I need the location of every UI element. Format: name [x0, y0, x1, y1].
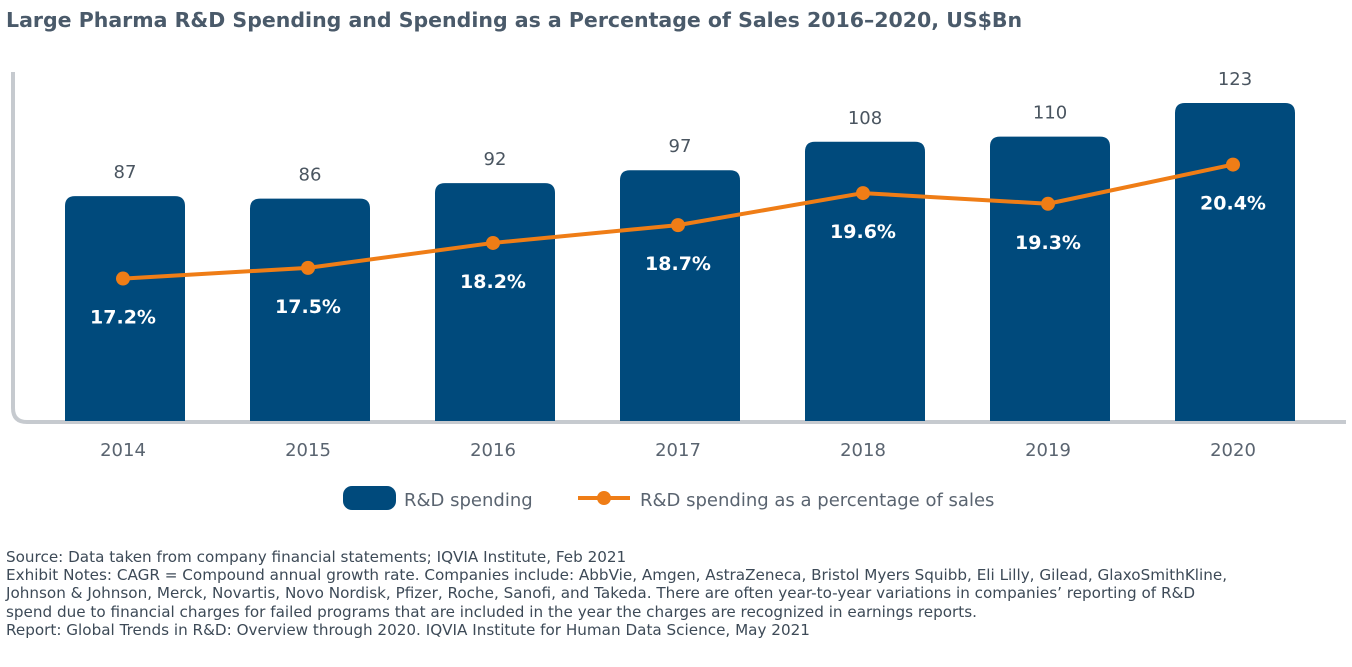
line-value-label: 19.6%: [830, 221, 896, 243]
x-tick-label: 2020: [1210, 440, 1256, 461]
line-value-label: 17.2%: [90, 307, 156, 329]
combo-chart: 87 86 92 97 108 110 123 17.2% 17.5% 18.2% 18.7% 19…: [11, 69, 1346, 511]
x-tick-label: 2017: [655, 440, 701, 461]
x-tick-label: 2019: [1025, 440, 1071, 461]
exhibit-note-line: spend due to financial charges for faile…: [6, 602, 977, 621]
x-tick-label: 2016: [470, 440, 516, 461]
line-point: [486, 235, 500, 250]
line-point: [116, 271, 130, 286]
legend: R&D spending R&D spending as a percentag…: [343, 486, 994, 511]
line-value-label: 18.7%: [645, 253, 711, 275]
line-value-label: 20.4%: [1200, 193, 1266, 215]
exhibit-note-line: Johnson & Johnson, Merck, Novartis, Novo…: [6, 584, 1196, 603]
bar: [250, 198, 370, 421]
bar: [1175, 103, 1295, 422]
bar-value-label: 97: [669, 136, 692, 157]
chart-notes: Source: Data taken from company financia…: [6, 548, 1346, 639]
line-point: [856, 186, 870, 201]
chart-title: Large Pharma R&D Spending and Spending a…: [6, 8, 1023, 32]
x-tick-label: 2014: [100, 440, 146, 461]
bar-value-label: 108: [848, 108, 882, 129]
bar-value-label: 92: [484, 149, 507, 170]
x-tick-label: 2015: [285, 440, 331, 461]
bar-value-label: 110: [1033, 103, 1067, 124]
source-note: Source: Data taken from company financia…: [6, 548, 627, 566]
line-value-label: 17.5%: [275, 296, 341, 318]
bar-value-label: 123: [1218, 69, 1252, 90]
bar: [620, 170, 740, 421]
bar: [65, 196, 185, 421]
legend-swatch-marker: [597, 491, 611, 505]
bar-value-label: 86: [299, 165, 322, 186]
report-note: Report: Global Trends in R&D: Overview t…: [6, 620, 810, 639]
bar-value-label: 87: [114, 162, 137, 183]
bar: [435, 183, 555, 421]
bar: [805, 141, 925, 422]
axis-frame: [11, 72, 1346, 424]
x-tick-label: 2018: [840, 440, 886, 461]
line-point: [1041, 196, 1055, 211]
line-value-label: 19.3%: [1015, 232, 1081, 254]
legend-swatch-bar: [343, 486, 396, 510]
exhibit-note-line: Exhibit Notes: CAGR = Compound annual gr…: [6, 566, 1228, 585]
line-point: [301, 260, 315, 275]
line-point: [1226, 157, 1240, 172]
bar: [990, 136, 1110, 421]
legend-label-bar: R&D spending: [404, 490, 533, 511]
legend-label-line: R&D spending as a percentage of sales: [640, 490, 994, 511]
line-value-label: 18.2%: [460, 271, 526, 293]
line-point: [671, 218, 685, 233]
